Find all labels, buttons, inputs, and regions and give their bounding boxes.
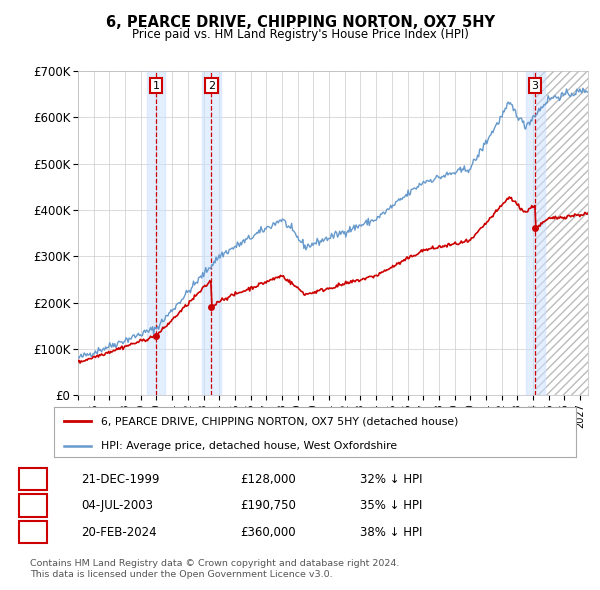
- Text: 3: 3: [29, 526, 37, 539]
- Text: Contains HM Land Registry data © Crown copyright and database right 2024.: Contains HM Land Registry data © Crown c…: [30, 559, 400, 568]
- Text: 1: 1: [152, 81, 160, 91]
- Text: 38% ↓ HPI: 38% ↓ HPI: [360, 526, 422, 539]
- Bar: [146, 71, 166, 395]
- Text: HPI: Average price, detached house, West Oxfordshire: HPI: Average price, detached house, West…: [101, 441, 397, 451]
- Bar: [526, 71, 545, 395]
- Text: This data is licensed under the Open Government Licence v3.0.: This data is licensed under the Open Gov…: [30, 571, 332, 579]
- Text: 2: 2: [208, 81, 215, 91]
- Text: 3: 3: [532, 81, 539, 91]
- Text: Price paid vs. HM Land Registry's House Price Index (HPI): Price paid vs. HM Land Registry's House …: [131, 28, 469, 41]
- Text: 2: 2: [29, 499, 37, 512]
- Text: 6, PEARCE DRIVE, CHIPPING NORTON, OX7 5HY: 6, PEARCE DRIVE, CHIPPING NORTON, OX7 5H…: [106, 15, 494, 30]
- Text: 1: 1: [29, 473, 37, 486]
- Bar: [202, 71, 221, 395]
- Text: 21-DEC-1999: 21-DEC-1999: [81, 473, 160, 486]
- Text: £128,000: £128,000: [240, 473, 296, 486]
- Text: 04-JUL-2003: 04-JUL-2003: [81, 499, 153, 512]
- Text: 35% ↓ HPI: 35% ↓ HPI: [360, 499, 422, 512]
- Text: 6, PEARCE DRIVE, CHIPPING NORTON, OX7 5HY (detached house): 6, PEARCE DRIVE, CHIPPING NORTON, OX7 5H…: [101, 416, 458, 426]
- Text: £360,000: £360,000: [240, 526, 296, 539]
- Text: 32% ↓ HPI: 32% ↓ HPI: [360, 473, 422, 486]
- Text: £190,750: £190,750: [240, 499, 296, 512]
- Text: 20-FEB-2024: 20-FEB-2024: [81, 526, 157, 539]
